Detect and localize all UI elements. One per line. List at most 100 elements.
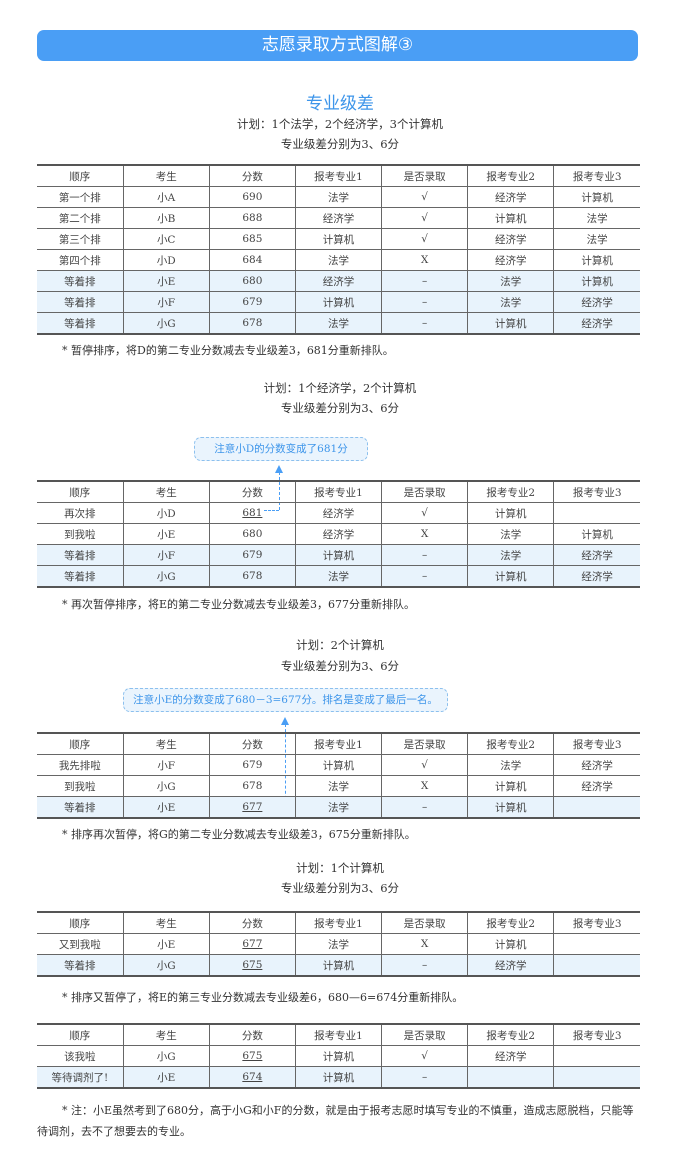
column-header: 报考专业3 bbox=[553, 733, 640, 755]
table-cell: 计算机 bbox=[553, 523, 640, 545]
table-row: 到我啦 小G 678 法学 X 计算机 经济学 bbox=[37, 775, 640, 797]
table-cell: √ bbox=[381, 1045, 469, 1067]
table-cell: 计算机 bbox=[295, 544, 383, 566]
table-cell: 经济学 bbox=[295, 207, 383, 229]
table-cell: 经济学 bbox=[467, 186, 555, 208]
table-cell: 第三个排 bbox=[37, 228, 124, 250]
table-cell: 计算机 bbox=[295, 1045, 383, 1067]
table-cell: 小E bbox=[123, 270, 210, 292]
table-cell: 小D bbox=[123, 249, 210, 271]
score-underlined: 675 bbox=[242, 959, 263, 971]
table-cell: 小E bbox=[123, 523, 210, 545]
table-cell: 计算机 bbox=[295, 954, 383, 977]
table-cell bbox=[553, 502, 640, 524]
column-header: 是否录取 bbox=[381, 912, 469, 934]
column-header: 分数 bbox=[209, 481, 296, 503]
table-cell: √ bbox=[381, 502, 469, 524]
table-cell: 法学 bbox=[467, 754, 555, 776]
table-cell: 等着排 bbox=[37, 544, 124, 566]
table-cell: 到我啦 bbox=[37, 775, 124, 797]
ranking-table-5: 顺序 考生 分数 报考专业1 是否录取 报考专业2 报考专业3 该我啦 小G 675 计算机 √ 经济学… bbox=[37, 1023, 640, 1089]
note-2: * 再次暂停排序，将E的第二专业分数减去专业级差3，677分重新排队。 bbox=[62, 598, 416, 611]
table-cell: √ bbox=[381, 754, 469, 776]
table-row: 该我啦 小G 675 计算机 √ 经济学 bbox=[37, 1045, 640, 1067]
table-cell: 690 bbox=[209, 186, 296, 208]
table-cell: 小E bbox=[123, 796, 210, 819]
table-header-row: 顺序 考生 分数 报考专业1 是否录取 报考专业2 报考专业3 bbox=[37, 1024, 640, 1046]
column-header: 顺序 bbox=[37, 733, 124, 755]
table-cell: 计算机 bbox=[295, 754, 383, 776]
table-row: 等待调剂了! 小E 674 计算机 – bbox=[37, 1066, 640, 1089]
table-cell: 经济学 bbox=[553, 565, 640, 588]
table-cell: 到我啦 bbox=[37, 523, 124, 545]
table-cell: 法学 bbox=[467, 523, 555, 545]
table-cell: 经济学 bbox=[553, 775, 640, 797]
table-cell: 小F bbox=[123, 544, 210, 566]
ranking-table-3: 顺序 考生 分数 报考专业1 是否录取 报考专业2 报考专业3 我先排啦 小F 679 计算机 √ 法学… bbox=[37, 732, 640, 819]
column-header: 报考专业2 bbox=[467, 481, 555, 503]
table-cell: 该我啦 bbox=[37, 1045, 124, 1067]
plan-text-4: 计划：1个计算机 bbox=[296, 861, 384, 875]
table-cell: 法学 bbox=[467, 270, 555, 292]
table-cell: 经济学 bbox=[553, 312, 640, 335]
callout-1: 注意小D的分数变成了681分 bbox=[194, 437, 368, 461]
ranking-table-1: 顺序 考生 分数 报考专业1 是否录取 报考专业2 报考专业3 第一个排 小A 690 法学 √ 经济学… bbox=[37, 164, 640, 335]
column-header: 是否录取 bbox=[381, 733, 469, 755]
table-cell: 679 bbox=[209, 291, 296, 313]
table-cell: 经济学 bbox=[553, 291, 640, 313]
table-cell: 680 bbox=[209, 270, 296, 292]
column-header: 是否录取 bbox=[381, 481, 469, 503]
table-cell bbox=[553, 954, 640, 977]
footnote: * 注：小E虽然考到了680分，高于小G和小F的分数，就是由于报考志愿时填写专业… bbox=[37, 1104, 634, 1138]
table-cell: 678 bbox=[209, 565, 296, 588]
table-cell: 法学 bbox=[553, 207, 640, 229]
table-cell bbox=[553, 1066, 640, 1089]
table-row: 到我啦 小E 680 经济学 X 法学 计算机 bbox=[37, 523, 640, 545]
table-cell: 681 bbox=[209, 502, 296, 524]
table-row: 等着排 小G 678 法学 – 计算机 经济学 bbox=[37, 312, 640, 335]
table-cell: – bbox=[381, 270, 469, 292]
table-cell: 再次排 bbox=[37, 502, 124, 524]
table-cell: – bbox=[381, 1066, 469, 1089]
table-cell: 经济学 bbox=[467, 1045, 555, 1067]
table-cell: 计算机 bbox=[467, 312, 555, 335]
column-header: 报考专业3 bbox=[553, 912, 640, 934]
diff-text-2: 专业级差分别为3、6分 bbox=[280, 401, 400, 415]
callout-2: 注意小E的分数变成了680－3=677分。排名是变成了最后一名。 bbox=[123, 688, 448, 712]
table-cell: √ bbox=[381, 186, 469, 208]
column-header: 分数 bbox=[209, 1024, 296, 1046]
table-cell: 经济学 bbox=[295, 523, 383, 545]
column-header: 分数 bbox=[209, 912, 296, 934]
table-cell: 等着排 bbox=[37, 796, 124, 819]
table-cell: 678 bbox=[209, 312, 296, 335]
table-cell: – bbox=[381, 954, 469, 977]
table-cell: 小F bbox=[123, 754, 210, 776]
table-cell: 678 bbox=[209, 775, 296, 797]
table-cell: 等着排 bbox=[37, 312, 124, 335]
note-4: * 排序又暂停了，将E的第三专业分数减去专业级差6，680—6=674分重新排队… bbox=[62, 991, 464, 1004]
table-cell: 计算机 bbox=[295, 291, 383, 313]
table-row: 第一个排 小A 690 法学 √ 经济学 计算机 bbox=[37, 186, 640, 208]
table-cell: 第一个排 bbox=[37, 186, 124, 208]
column-header: 报考专业1 bbox=[295, 481, 383, 503]
table-cell: 677 bbox=[209, 933, 296, 955]
column-header: 报考专业2 bbox=[467, 912, 555, 934]
column-header: 分数 bbox=[209, 733, 296, 755]
table-cell: – bbox=[381, 565, 469, 588]
table-row: 等着排 小E 680 经济学 – 法学 计算机 bbox=[37, 270, 640, 292]
table-cell: √ bbox=[381, 228, 469, 250]
plan-text-1: 计划：1个法学，2个经济学，3个计算机 bbox=[237, 117, 443, 131]
diff-text-3: 专业级差分别为3、6分 bbox=[280, 659, 400, 673]
plan-text-3: 计划：2个计算机 bbox=[296, 638, 384, 652]
table-row: 第四个排 小D 684 法学 X 经济学 计算机 bbox=[37, 249, 640, 271]
table-cell: 计算机 bbox=[553, 270, 640, 292]
column-header: 报考专业1 bbox=[295, 1024, 383, 1046]
table-row: 第三个排 小C 685 计算机 √ 经济学 法学 bbox=[37, 228, 640, 250]
table-cell: 688 bbox=[209, 207, 296, 229]
table-cell: 经济学 bbox=[553, 754, 640, 776]
column-header: 报考专业2 bbox=[467, 733, 555, 755]
table-cell: 法学 bbox=[295, 312, 383, 335]
table-cell: – bbox=[381, 312, 469, 335]
table-cell: 法学 bbox=[467, 544, 555, 566]
score-underlined: 674 bbox=[242, 1071, 263, 1083]
